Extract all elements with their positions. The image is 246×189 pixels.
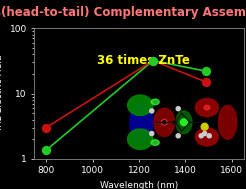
Point	[44, 149, 48, 152]
Text: 36 times ZnTe: 36 times ZnTe	[97, 54, 190, 67]
Text: Bis(head-to-tail) Complementary Assembly: Bis(head-to-tail) Complementary Assembly	[0, 6, 246, 19]
Point	[204, 70, 208, 73]
Point	[151, 59, 155, 62]
Point	[204, 81, 208, 84]
Point	[44, 126, 48, 129]
X-axis label: Wavelength (nm): Wavelength (nm)	[100, 181, 178, 189]
Y-axis label: THz Electric Field: THz Electric Field	[0, 55, 4, 132]
Point	[151, 59, 155, 62]
